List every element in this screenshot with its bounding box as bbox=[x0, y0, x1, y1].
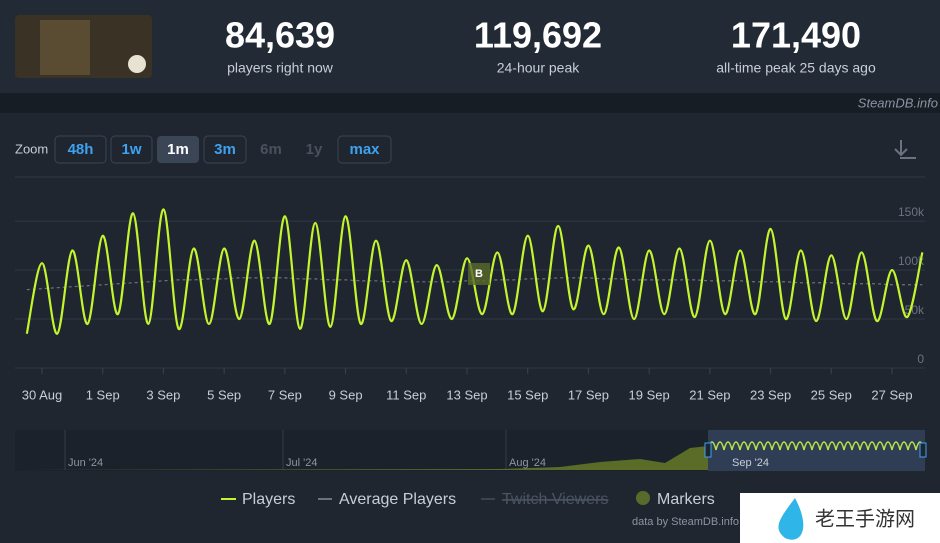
stat-label: all-time peak 25 days ago bbox=[716, 60, 876, 76]
navigator: Jun '24 Jul '24 Aug '24 Sep '24 bbox=[15, 430, 927, 471]
y-tick-label: 100k bbox=[898, 254, 925, 268]
zoom-button[interactable] bbox=[337, 135, 392, 164]
watermark-logo bbox=[778, 498, 804, 540]
chart-panel bbox=[0, 113, 940, 543]
watermark-bg bbox=[740, 493, 940, 543]
average-line bbox=[26, 277, 923, 291]
stat-label: players right now bbox=[227, 60, 334, 76]
x-tick-label: 3 Sep bbox=[146, 387, 180, 402]
x-tick-label: 7 Sep bbox=[268, 387, 302, 402]
zoom-text[interactable]: 48h bbox=[68, 141, 94, 158]
zoom-button-active[interactable] bbox=[157, 136, 199, 163]
zoom-text[interactable]: 1w bbox=[121, 141, 141, 158]
x-tick-label: 15 Sep bbox=[507, 387, 548, 402]
legend-swatch bbox=[636, 491, 650, 505]
stat-value: 171,490 bbox=[731, 15, 861, 56]
zoom-text[interactable]: 1m bbox=[167, 141, 189, 158]
zoom-text-disabled: 1y bbox=[306, 141, 323, 158]
navigator-handle[interactable] bbox=[919, 442, 927, 458]
legend-text[interactable]: Average Players bbox=[339, 491, 456, 508]
x-tick-label: 21 Sep bbox=[689, 387, 730, 402]
stats-panel bbox=[0, 0, 940, 93]
x-tick-label: 1 Sep bbox=[86, 387, 120, 402]
x-tick-label: 5 Sep bbox=[207, 387, 241, 402]
zoom-buttons: 48h 1w 1m 3m 6m 1y max bbox=[54, 135, 392, 164]
zoom-text[interactable]: 3m bbox=[214, 141, 236, 158]
stat-value: 84,639 bbox=[225, 15, 335, 56]
navigator-label: Jul '24 bbox=[286, 457, 317, 469]
x-tick-label: 13 Sep bbox=[446, 387, 487, 402]
zoom-text[interactable]: max bbox=[349, 141, 380, 158]
credit: data by SteamDB.info bbox=[632, 516, 739, 528]
x-tick-label: 17 Sep bbox=[568, 387, 609, 402]
navigator-selection[interactable] bbox=[708, 430, 925, 471]
legend-text[interactable]: Players bbox=[242, 491, 295, 508]
zoom-button[interactable] bbox=[54, 135, 107, 164]
navigator-area bbox=[15, 446, 708, 470]
zoom-text-disabled: 6m bbox=[260, 141, 282, 158]
zoom-label: Zoom bbox=[15, 141, 48, 156]
stat-label: 24-hour peak bbox=[497, 60, 581, 76]
stat-value: 119,692 bbox=[474, 15, 602, 56]
legend: Players Average Players Twitch Viewers M… bbox=[221, 491, 715, 508]
players-line bbox=[25, 208, 924, 335]
x-tick-label: 9 Sep bbox=[329, 387, 363, 402]
legend-text[interactable]: Markers bbox=[657, 491, 715, 508]
x-tick-label: 27 Sep bbox=[871, 387, 912, 402]
marker-label[interactable]: B bbox=[475, 268, 483, 280]
x-tick-label: 19 Sep bbox=[629, 387, 670, 402]
marker-box[interactable] bbox=[468, 263, 490, 285]
x-tick-label: 30 Aug bbox=[22, 387, 63, 402]
x-tick-label: 11 Sep bbox=[386, 387, 426, 402]
zoom-button[interactable] bbox=[110, 135, 153, 164]
legend-text-disabled[interactable]: Twitch Viewers bbox=[502, 491, 608, 508]
navigator-handle[interactable] bbox=[704, 442, 712, 458]
navigator-label: Jun '24 bbox=[68, 457, 103, 469]
watermark-text: 老王手游网 bbox=[815, 507, 915, 530]
thumb-icon bbox=[128, 55, 146, 73]
thumb-art bbox=[40, 20, 90, 75]
y-tick-label: 0 bbox=[917, 352, 924, 366]
x-tick-label: 23 Sep bbox=[750, 387, 791, 402]
y-tick-label: 150k bbox=[898, 205, 925, 219]
navigator-label: Sep '24 bbox=[732, 457, 769, 469]
download-icon[interactable] bbox=[894, 140, 916, 159]
x-tick-label: 25 Sep bbox=[811, 387, 852, 402]
zoom-button[interactable] bbox=[203, 135, 247, 164]
navigator-line bbox=[707, 441, 925, 451]
brand: SteamDB.info bbox=[858, 95, 938, 110]
navigator-label: Aug '24 bbox=[509, 457, 546, 469]
